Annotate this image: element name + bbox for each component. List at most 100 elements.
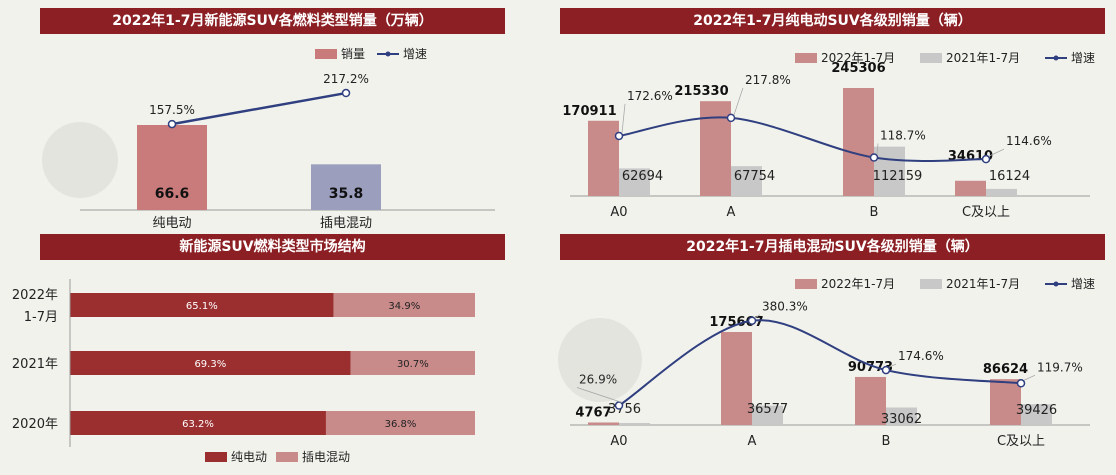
legend-label: 2021年1-7月 — [946, 277, 1020, 291]
x-tick-label: B — [870, 205, 879, 220]
leader-line — [621, 103, 626, 134]
growth-point — [614, 131, 624, 141]
x-tick-label: A — [727, 205, 736, 220]
legend-swatch — [205, 452, 227, 462]
leader-line — [876, 143, 879, 155]
legend-label: 2021年1-7月 — [946, 51, 1020, 65]
bar-value-label: 67754 — [734, 169, 775, 184]
growth-line — [171, 91, 347, 126]
growth-point — [341, 88, 351, 98]
bar — [886, 407, 917, 425]
x-tick-label: A0 — [610, 434, 627, 449]
leader-line — [888, 363, 897, 368]
growth-point — [881, 365, 891, 375]
bar-segment — [350, 351, 475, 375]
chart-title: 2022年1-7月新能源SUV各燃料类型销量（万辆） — [40, 8, 505, 34]
legend-label: 2022年1-7月 — [821, 277, 895, 291]
bar — [700, 101, 731, 196]
growth-label: 172.6% — [627, 89, 673, 103]
segment-label: 30.7% — [397, 359, 429, 370]
chart-phev-level-sales: 2022年1-7月插电混动SUV各级别销量（辆） 2022年1-7月 2021年1… — [560, 234, 1105, 475]
growth-line — [618, 319, 1022, 407]
leader-line — [733, 87, 744, 116]
bar — [855, 376, 886, 425]
legend-line-dot — [1053, 55, 1059, 61]
bar-value-label: 4767 — [575, 405, 611, 420]
chart-phev-level-sales-plot: 2022年1-7月 2021年1-7月 增速47673756A01756673657… — [570, 277, 1095, 449]
segment-label: 69.3% — [194, 359, 226, 370]
bar-segment — [70, 293, 334, 317]
growth-line — [618, 116, 987, 162]
growth-point — [869, 153, 879, 162]
legend-swatch — [795, 53, 817, 63]
x-tick-label: C及以上 — [997, 434, 1045, 449]
legend-label: 增速 — [1071, 277, 1095, 291]
segment-label: 63.2% — [182, 419, 214, 430]
chart-bev-level-sales-plot: 2022年1-7月 2021年1-7月 增速 170911 62694 A0 215330 6… — [562, 51, 1095, 220]
bar — [588, 120, 619, 196]
bar-value-label: 16124 — [989, 169, 1030, 184]
chart-fuel-type-sales: 2022年1-7月新能源SUV各燃料类型销量（万辆） 销量 增速 66.6 纯电动 35… — [40, 8, 505, 238]
growth-label: 114.6% — [1006, 134, 1052, 148]
y-tick-label: 2020年 — [12, 417, 58, 432]
bar-value-label: 35.8 — [329, 186, 364, 202]
bar-segment — [325, 411, 475, 435]
bar-value-label: 245306 — [831, 61, 885, 76]
leader-line — [1023, 374, 1036, 381]
growth-label: 217.2% — [323, 72, 369, 86]
bar-value-label: 66.6 — [155, 186, 190, 202]
bar-value-label: 215330 — [674, 84, 728, 99]
x-tick-label: 插电混动 — [320, 216, 372, 231]
bar-value-label: 39426 — [1016, 403, 1057, 418]
growth-label: 217.8% — [745, 73, 791, 87]
legend-label: 2022年1-7月 — [821, 51, 895, 65]
bar — [137, 125, 207, 210]
y-tick-label: 2021年 — [12, 357, 58, 372]
bar-segment — [333, 293, 475, 317]
leader-line — [988, 148, 1005, 157]
growth-point — [726, 113, 736, 123]
growth-point — [747, 316, 757, 325]
bar — [1021, 404, 1052, 425]
chart-title: 新能源SUV燃料类型市场结构 — [40, 234, 505, 260]
bar — [986, 188, 1017, 196]
x-tick-label: A — [748, 434, 757, 449]
chart-title: 2022年1-7月纯电动SUV各级别销量（辆） — [560, 8, 1105, 34]
x-tick-label: A0 — [610, 205, 627, 220]
growth-label: 380.3% — [762, 300, 808, 314]
y-tick-label: 1-7月 — [24, 310, 58, 325]
legend-swatch — [276, 452, 298, 462]
chart-market-structure-plot: 65.1% 34.9% 2022年 1-7月 69.3% 30.7% 2021年 63.2% 3… — [12, 279, 475, 464]
segment-label: 34.9% — [388, 301, 420, 312]
legend-swatch — [795, 279, 817, 289]
growth-point — [614, 401, 624, 410]
bar-value-label: 90773 — [848, 360, 893, 375]
bar-value-label: 36577 — [747, 402, 788, 417]
bar-value-label: 112159 — [873, 169, 923, 184]
bar-value-label: 62694 — [622, 169, 663, 184]
chart-fuel-type-sales-plot: 销量 增速 66.6 纯电动 35.8 插电混动 157.5% 217.2% — [80, 47, 495, 231]
bar-value-label: 33062 — [881, 412, 922, 427]
bar — [843, 88, 874, 196]
x-tick-label: C及以上 — [962, 205, 1010, 220]
chart-market-structure: 新能源SUV燃料类型市场结构 65.1% 34.9% 2022年 1-7月 69.3% 3… — [0, 234, 505, 475]
legend-label: 增速 — [403, 47, 427, 61]
legend-swatch — [920, 53, 942, 63]
bar-value-label: 170911 — [562, 104, 616, 119]
growth-label: 157.5% — [149, 103, 195, 117]
bar — [588, 422, 619, 425]
growth-label: 174.6% — [898, 349, 944, 363]
legend-label: 插电混动 — [302, 450, 350, 464]
legend-line-dot — [1053, 281, 1059, 287]
legend-label: 销量 — [341, 47, 365, 61]
bar — [619, 168, 650, 196]
x-tick-label: 纯电动 — [152, 216, 191, 231]
growth-point — [1016, 379, 1026, 388]
chart-bev-level-sales: 2022年1-7月纯电动SUV各级别销量（辆） 2022年1-7月 2021年1-… — [560, 8, 1105, 238]
bar-segment — [70, 351, 351, 375]
growth-label: 119.7% — [1037, 360, 1083, 374]
bar-value-label: 86624 — [983, 362, 1028, 377]
bar — [990, 379, 1021, 425]
growth-label: 118.7% — [880, 129, 926, 143]
bar — [752, 405, 783, 425]
